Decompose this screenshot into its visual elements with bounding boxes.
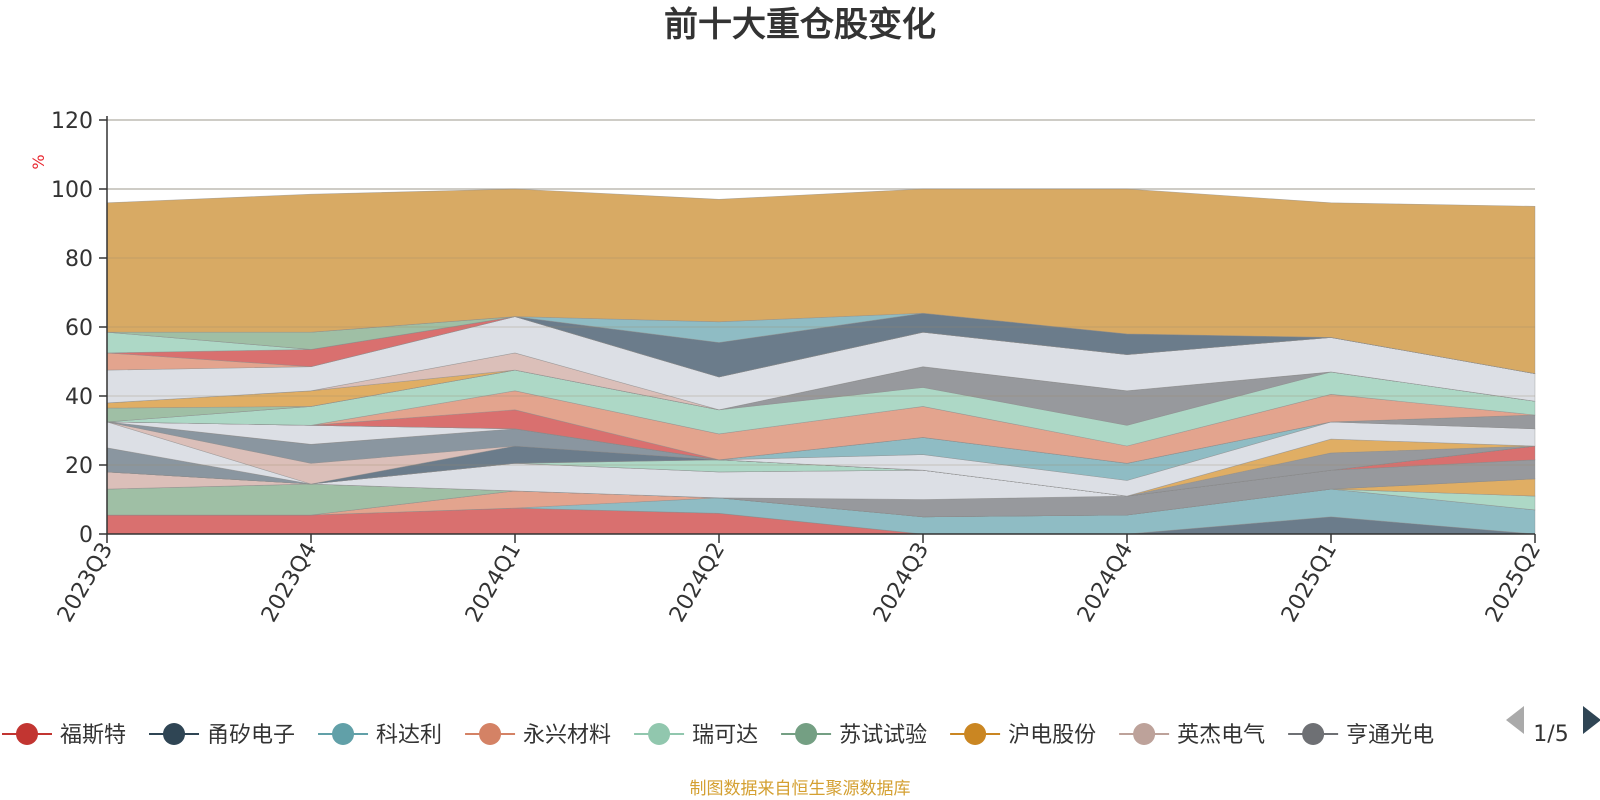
x-tick-label-4: 2024Q3 xyxy=(869,539,934,627)
legend-item-0[interactable]: 福斯特 xyxy=(2,723,126,748)
legend-label-3: 永兴材料 xyxy=(523,723,611,748)
legend-label-0: 福斯特 xyxy=(60,723,126,748)
legend-item-4[interactable]: 瑞可达 xyxy=(634,723,758,748)
y-tick-label-5: 100 xyxy=(51,178,93,203)
legend-marker-2 xyxy=(332,723,355,745)
x-tick-label-5: 2024Q4 xyxy=(1073,539,1138,627)
x-tick-label-0: 2023Q3 xyxy=(53,539,118,627)
legend-prev-icon[interactable] xyxy=(1506,706,1524,734)
legend-label-5: 苏试试验 xyxy=(839,723,927,748)
legend-item-5[interactable]: 苏试试验 xyxy=(781,723,927,748)
legend-marker-6 xyxy=(964,723,987,745)
x-tick-label-3: 2024Q2 xyxy=(665,539,730,627)
legend[interactable]: 福斯特 甬矽电子 科达利 永兴材料 瑞可达 苏试试验 沪电股份 英杰电气 亨通光电 xyxy=(2,723,1434,748)
legend-label-7: 英杰电气 xyxy=(1177,723,1265,748)
legend-marker-4 xyxy=(648,723,671,745)
y-tick-label-4: 80 xyxy=(65,247,93,272)
legend-item-8[interactable]: 亨通光电 xyxy=(1288,723,1434,748)
legend-label-8: 亨通光电 xyxy=(1346,723,1434,748)
area-series-36 xyxy=(106,188,1536,374)
legend-label-2: 科达利 xyxy=(376,723,442,748)
y-tick-label-3: 60 xyxy=(65,316,93,341)
legend-marker-5 xyxy=(795,723,818,745)
legend-item-1[interactable]: 甬矽电子 xyxy=(149,723,295,748)
x-tick-label-2: 2024Q1 xyxy=(461,539,526,627)
legend-marker-0 xyxy=(16,723,38,745)
y-tick-label-2: 40 xyxy=(65,385,93,410)
y-axis-label: % xyxy=(29,154,48,169)
legend-page-indicator: 1/5 xyxy=(1533,722,1568,747)
legend-next-icon[interactable] xyxy=(1583,706,1600,734)
chart-title: 前十大重仓股变化 xyxy=(664,5,936,45)
legend-marker-1 xyxy=(163,723,186,745)
legend-label-4: 瑞可达 xyxy=(692,723,758,748)
area-series-group xyxy=(106,188,1536,535)
x-tick-label-6: 2025Q1 xyxy=(1277,539,1342,627)
legend-next-button[interactable] xyxy=(1583,706,1600,734)
legend-item-2[interactable]: 科达利 xyxy=(318,723,442,748)
data-source-note: 制图数据来自恒生聚源数据库 xyxy=(690,779,911,799)
legend-label-1: 甬矽电子 xyxy=(207,723,295,748)
legend-item-3[interactable]: 永兴材料 xyxy=(465,723,611,748)
x-tick-label-7: 2025Q2 xyxy=(1481,539,1546,627)
legend-marker-3 xyxy=(479,723,502,745)
legend-item-7[interactable]: 英杰电气 xyxy=(1119,723,1265,748)
legend-label-6: 沪电股份 xyxy=(1008,723,1096,748)
legend-marker-7 xyxy=(1133,723,1156,745)
y-tick-label-1: 20 xyxy=(65,454,93,479)
legend-marker-8 xyxy=(1302,723,1325,745)
legend-item-6[interactable]: 沪电股份 xyxy=(950,723,1096,748)
y-tick-label-6: 120 xyxy=(51,109,93,134)
legend-prev-button[interactable] xyxy=(1506,706,1524,734)
x-tick-label-1: 2023Q4 xyxy=(257,539,322,627)
y-tick-label-0: 0 xyxy=(79,523,93,548)
